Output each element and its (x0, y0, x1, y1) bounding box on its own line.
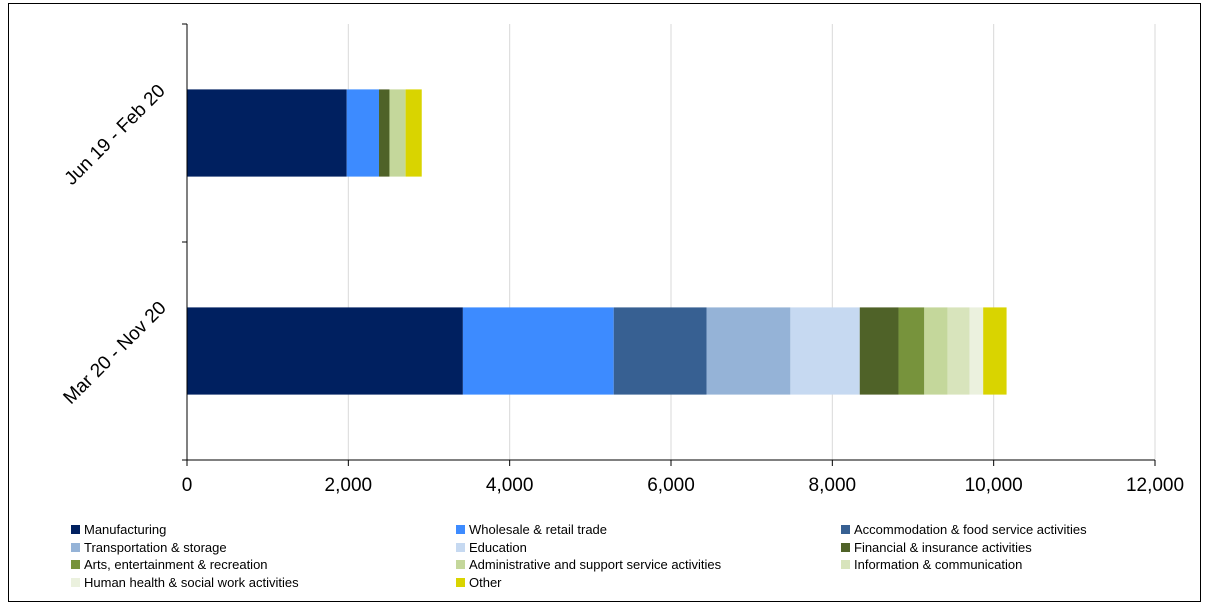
legend-swatch (456, 577, 465, 587)
bar-segment (969, 307, 984, 395)
x-tick-label: 0 (182, 475, 193, 496)
legend-label: Transportation & storage (84, 539, 227, 555)
bar-segment (613, 307, 707, 395)
legend-swatch (71, 560, 80, 569)
legend-item: Arts, entertainment & recreation (71, 557, 268, 572)
legend-label: Accommodation & food service activities (854, 522, 1087, 537)
x-tick-label: 10,000 (965, 475, 1023, 496)
legend-item: Other (456, 575, 502, 590)
legend-label: Arts, entertainment & recreation (84, 557, 268, 572)
legend-swatch (841, 525, 850, 534)
bar-segment (983, 307, 1007, 395)
x-tick-label: 8,000 (809, 475, 857, 496)
legend-item: Administrative and support service activ… (456, 557, 721, 572)
bar-segment (790, 307, 860, 395)
legend-item: Accommodation & food service activities (841, 522, 1087, 537)
legend-label: Other (469, 574, 502, 590)
legend-label: Education (469, 539, 527, 555)
x-tick-label: 6,000 (647, 475, 695, 496)
bar-segment (924, 307, 948, 395)
category-label: Jun 19 - Feb 20 (61, 81, 170, 190)
legend-item: Transportation & storage (71, 540, 227, 555)
bar-segment (947, 307, 970, 395)
chart-frame: 0 2,000 4,000 6,000 8,000 10,000 12,000 Jun 19 … (8, 3, 1201, 602)
legend-label: Human health & social work activities (84, 574, 299, 590)
legend-label: Manufacturing (84, 522, 167, 537)
x-tick-label: 4,000 (486, 475, 534, 496)
bar-segment (187, 89, 347, 177)
legend-item: Financial & insurance activities (841, 540, 1032, 555)
legend-item: Information & communication (841, 557, 1022, 572)
legend-swatch (71, 525, 80, 534)
bar-segment (405, 89, 422, 177)
gridlines (347, 24, 1156, 460)
legend-item: Human health & social work activities (71, 575, 299, 590)
legend-swatch (456, 560, 465, 569)
bar-segment (389, 89, 406, 177)
stacked-bar-chart: 0 2,000 4,000 6,000 8,000 10,000 12,000 Jun 19 … (60, 23, 1184, 496)
x-tick-label: 2,000 (325, 475, 373, 496)
bar-segment (898, 307, 925, 395)
legend-swatch (71, 542, 80, 552)
legend-swatch (456, 525, 465, 534)
legend-swatch (841, 560, 850, 569)
x-tick-label: 12,000 (1126, 475, 1184, 496)
legend-swatch (71, 577, 80, 587)
bar-segment (462, 307, 614, 395)
bar-segment (187, 307, 463, 395)
legend-item: Wholesale & retail trade (456, 522, 607, 537)
legend-swatch (456, 542, 465, 552)
category-label: Mar 20 - Nov 20 (60, 298, 171, 409)
bar-segment (378, 89, 390, 177)
legend-label: Financial & insurance activities (854, 539, 1032, 555)
legend-item: Education (456, 540, 527, 555)
bars (187, 89, 1007, 395)
bar-segment (706, 307, 791, 395)
legend-label: Information & communication (854, 557, 1023, 572)
legend-label: Wholesale & retail trade (469, 522, 608, 537)
legend-swatch (841, 542, 850, 552)
legend-label: Administrative and support service activ… (469, 557, 722, 572)
bar-segment (859, 307, 899, 395)
legend-item: Manufacturing (71, 522, 166, 537)
bar-segment (346, 89, 379, 177)
